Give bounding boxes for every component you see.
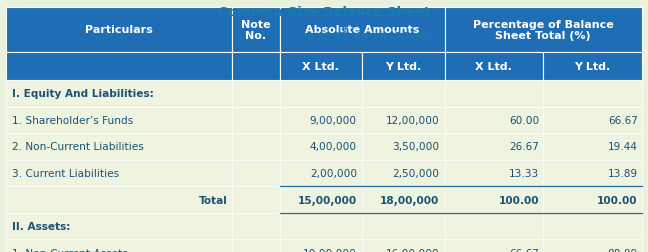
Text: 13.89: 13.89 [608,168,638,178]
Bar [232,239,279,252]
Bar [232,8,279,53]
Bar [279,186,362,213]
Bar [362,134,445,160]
Text: 88.89: 88.89 [607,248,638,252]
Bar [362,53,445,81]
Bar [279,81,362,107]
Bar [279,134,362,160]
Bar [362,213,445,239]
Text: st: st [341,26,349,35]
Bar [232,213,279,239]
Text: Common Size Balance Sheet: Common Size Balance Sheet [218,6,430,19]
Text: March, 2018C: March, 2018C [347,31,432,44]
Bar [445,160,543,186]
Text: 60.00: 60.00 [509,115,539,125]
Bar [543,107,642,134]
Bar [232,134,279,160]
Bar [6,53,232,81]
Bar [232,53,279,81]
Bar [279,107,362,134]
Bar [543,53,642,81]
Bar [279,239,362,252]
Text: II. Assets:: II. Assets: [12,221,70,231]
Bar [279,160,362,186]
Text: 4,00,000: 4,00,000 [310,142,357,152]
Text: Total: Total [199,195,228,205]
Bar [232,186,279,213]
Bar [6,160,232,186]
Bar [279,53,362,81]
Bar [232,160,279,186]
Bar [445,81,543,107]
Bar [543,213,642,239]
Bar [362,81,445,107]
Text: 13.33: 13.33 [509,168,539,178]
Text: 19.44: 19.44 [608,142,638,152]
Bar [445,134,543,160]
Bar [6,8,232,53]
Text: 66.67: 66.67 [509,248,539,252]
Bar [362,239,445,252]
Bar [6,239,232,252]
Text: 66.67: 66.67 [608,115,638,125]
Text: 1. Non-Current Assets: 1. Non-Current Assets [12,248,128,252]
Bar [543,239,642,252]
Bar [543,134,642,160]
Bar [6,134,232,160]
Text: 1. Shareholder’s Funds: 1. Shareholder’s Funds [12,115,133,125]
Text: Note
No.: Note No. [241,19,271,41]
Text: 16,00,000: 16,00,000 [386,248,439,252]
Text: 3,50,000: 3,50,000 [392,142,439,152]
Bar [445,186,543,213]
Bar [279,8,445,53]
Bar [232,107,279,134]
Text: 2. Non-Current Liabilities: 2. Non-Current Liabilities [12,142,143,152]
Text: 9,00,000: 9,00,000 [310,115,357,125]
Bar [279,213,362,239]
Text: Y Ltd.: Y Ltd. [574,62,610,72]
Bar [445,8,642,53]
Text: 26.67: 26.67 [509,142,539,152]
Text: 12,00,000: 12,00,000 [386,115,439,125]
Bar [543,81,642,107]
Bar [445,107,543,134]
Bar [543,186,642,213]
Text: 2,50,000: 2,50,000 [393,168,439,178]
Text: Percentage of Balance
Sheet Total (%): Percentage of Balance Sheet Total (%) [472,19,614,41]
Bar [362,107,445,134]
Bar [445,53,543,81]
Bar [543,160,642,186]
Text: X Ltd.: X Ltd. [303,62,340,72]
Text: 15,00,000: 15,00,000 [298,195,357,205]
Bar [6,186,232,213]
Bar [445,239,543,252]
Text: Absolute Amounts: Absolute Amounts [305,25,419,35]
Text: 100.00: 100.00 [499,195,539,205]
Text: Particulars: Particulars [86,25,153,35]
Text: X Ltd.: X Ltd. [476,62,513,72]
Text: 100.00: 100.00 [597,195,638,205]
Text: 10,00,000: 10,00,000 [303,248,357,252]
Bar [6,81,232,107]
Bar [362,186,445,213]
Text: Y Ltd.: Y Ltd. [386,62,421,72]
Bar [6,107,232,134]
Text: I. Equity And Liabilities:: I. Equity And Liabilities: [12,89,154,99]
Text: 3. Current Liabilities: 3. Current Liabilities [12,168,119,178]
Bar [6,213,232,239]
Text: 2,00,000: 2,00,000 [310,168,357,178]
Text: 18,00,000: 18,00,000 [380,195,439,205]
Bar [232,81,279,107]
Bar [362,160,445,186]
Text: as at 31: as at 31 [300,31,348,44]
Bar [445,213,543,239]
